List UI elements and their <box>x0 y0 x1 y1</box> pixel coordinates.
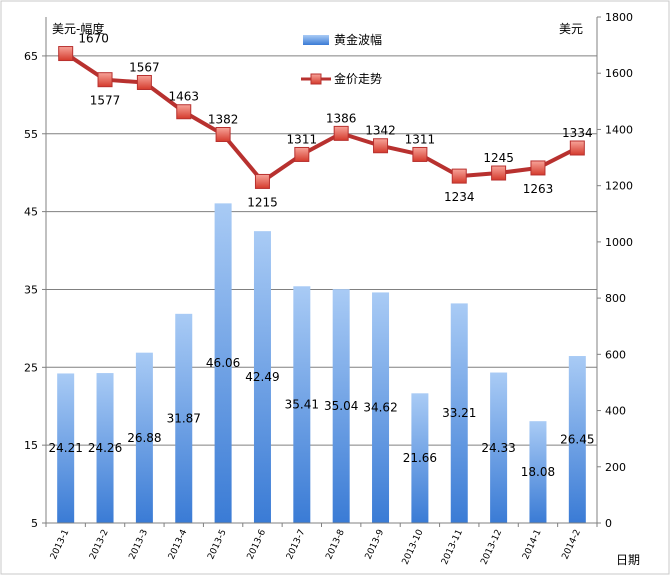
bar <box>529 421 547 523</box>
y-right-tick-label: 600 <box>605 348 626 361</box>
price-value-label: 1670 <box>78 32 109 46</box>
bar <box>372 292 390 523</box>
y-right-tick-label: 200 <box>605 461 626 474</box>
bar <box>411 393 429 523</box>
y-right-tick-label: 400 <box>605 405 626 418</box>
price-marker <box>254 173 270 189</box>
price-value-label: 1215 <box>247 195 278 209</box>
y-right-tick-label: 800 <box>605 292 626 305</box>
y-left-tick-label: 65 <box>24 50 38 63</box>
bar-value-label: 24.21 <box>48 441 82 455</box>
bar <box>214 203 232 523</box>
x-axis-title: 日期 <box>616 553 640 567</box>
price-marker <box>530 160 546 176</box>
y-right-tick-label: 1600 <box>605 67 633 80</box>
y-left-axis-title: 美元-幅度 <box>52 21 104 36</box>
bar-value-label: 33.21 <box>442 406 476 420</box>
price-value-label: 1382 <box>208 113 239 127</box>
price-value-label: 1567 <box>129 60 160 74</box>
bar-value-label: 21.66 <box>403 451 437 465</box>
price-value-label: 1463 <box>168 90 199 104</box>
bar-value-label: 24.33 <box>481 441 515 455</box>
bar <box>96 373 114 523</box>
data-labels: 24.21 24.26 26.88 31.87 46.06 42.49 35.41 35.04… <box>48 32 594 480</box>
y-right-axis-title: 美元 <box>559 22 583 36</box>
legend: 黄金波幅 金价走势 <box>301 32 382 86</box>
y-right-tick-label: 1200 <box>605 180 633 193</box>
legend-bar-swatch <box>303 35 329 45</box>
price-marker <box>373 138 389 154</box>
y-right-tick-label: 0 <box>605 517 612 530</box>
price-value-label: 1263 <box>523 182 554 196</box>
y-right-tick-label: 1400 <box>605 123 633 136</box>
bar-value-label: 42.49 <box>245 370 279 384</box>
price-marker <box>294 146 310 162</box>
price-value-label: 1386 <box>326 111 357 125</box>
price-marker <box>58 46 74 62</box>
y-right-tick-label: 1000 <box>605 236 633 249</box>
price-marker <box>97 72 113 88</box>
price-marker <box>136 74 152 90</box>
price-marker <box>569 140 585 156</box>
y-left-tick-label: 55 <box>24 128 38 141</box>
bar <box>135 352 153 523</box>
price-marker <box>333 125 349 141</box>
price-value-label: 1245 <box>483 151 514 165</box>
bar <box>293 286 311 523</box>
legend-line-marker <box>310 73 322 85</box>
bar <box>57 373 75 523</box>
bar-value-label: 26.45 <box>560 433 594 447</box>
bar <box>450 303 468 523</box>
bar <box>568 356 586 523</box>
price-marker <box>412 146 428 162</box>
price-marker <box>215 127 231 143</box>
price-value-label: 1311 <box>287 132 318 146</box>
bar <box>490 372 508 523</box>
y-right-tick-label: 1800 <box>605 11 633 24</box>
bar-value-label: 31.87 <box>167 411 201 425</box>
bar <box>175 313 193 523</box>
bar-value-label: 46.06 <box>206 356 240 370</box>
line-series <box>58 46 585 189</box>
price-value-label: 1311 <box>405 132 436 146</box>
bar-value-label: 26.88 <box>127 431 161 445</box>
y-left-tick-label: 15 <box>24 439 38 452</box>
bar <box>332 289 350 523</box>
price-marker <box>491 165 507 181</box>
legend-line-label: 金价走势 <box>334 71 382 86</box>
bar <box>253 231 271 523</box>
price-value-label: 1234 <box>444 190 475 204</box>
price-value-label: 1577 <box>90 94 121 108</box>
price-marker <box>451 168 467 184</box>
bar-series <box>57 203 586 523</box>
legend-bar-label: 黄金波幅 <box>334 32 382 47</box>
y-left-tick-label: 5 <box>31 517 38 530</box>
bar-value-label: 18.08 <box>521 465 555 479</box>
bar-value-label: 24.26 <box>88 441 122 455</box>
y-left-tick-label: 45 <box>24 206 38 219</box>
bar-value-label: 35.04 <box>324 399 358 413</box>
y-left-tick-label: 35 <box>24 283 38 296</box>
price-marker <box>176 104 192 120</box>
bar-value-label: 34.62 <box>363 401 397 415</box>
y-left-tick-label: 25 <box>24 361 38 374</box>
bar-value-label: 35.41 <box>285 398 319 412</box>
price-value-label: 1334 <box>562 126 593 140</box>
price-value-label: 1342 <box>365 124 396 138</box>
